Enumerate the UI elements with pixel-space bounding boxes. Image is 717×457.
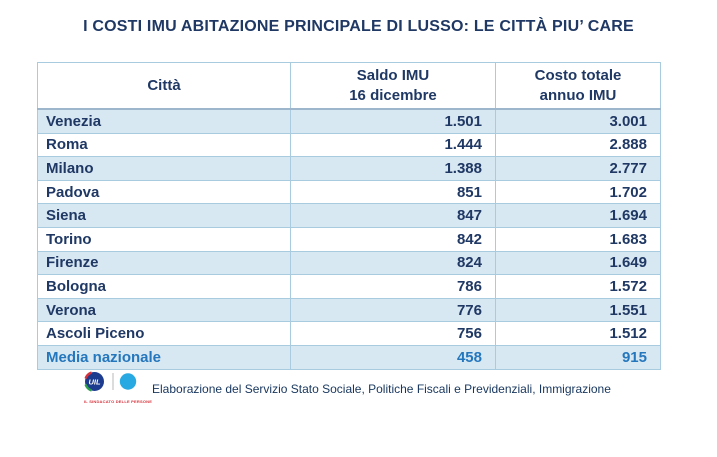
uil-green-swoosh (84, 383, 93, 392)
col-header-costo-line2: annuo IMU (539, 86, 617, 104)
saldo-cell: 458 (290, 344, 496, 370)
city-cell: Roma (37, 132, 291, 158)
saldo-cell: 756 (290, 321, 496, 346)
saldo-cell: 786 (290, 274, 496, 299)
saldo-cell: 1.501 (290, 108, 496, 134)
city-cell: Torino (37, 226, 291, 252)
col-header-saldo: Saldo IMU 16 dicembre (290, 62, 496, 110)
page-title: I COSTI IMU ABITAZIONE PRINCIPALE DI LUS… (83, 18, 634, 35)
city-cell: Milano (37, 156, 291, 181)
table-row: Torino 842 1.683 (37, 226, 661, 252)
city-cell: Firenze (37, 250, 291, 276)
totale-cell: 1.683 (495, 226, 661, 252)
saldo-cell: 824 (290, 250, 496, 276)
blue-dot-icon (119, 373, 137, 390)
totale-cell: 2.888 (495, 132, 661, 158)
table-row: Milano 1.388 2.777 (37, 156, 661, 181)
totale-cell: 1.694 (495, 203, 661, 228)
credit-text: Elaborazione del Servizio Stato Sociale,… (152, 382, 611, 396)
table-row: Ascoli Piceno 756 1.512 (37, 321, 661, 346)
uil-logo: UIL IL SINDACATO DELLE PERSONE (84, 371, 153, 404)
saldo-cell: 776 (290, 297, 496, 323)
table-row: Firenze 824 1.649 (37, 250, 661, 276)
footer: UIL IL SINDACATO DELLE PERSONE Elaborazi… (84, 371, 611, 404)
saldo-cell: 847 (290, 203, 496, 228)
imu-table: Città Saldo IMU 16 dicembre Costo totale… (37, 62, 661, 370)
uil-emblem-circle (85, 372, 104, 391)
city-cell: Verona (37, 297, 291, 323)
table-row: Verona 776 1.551 (37, 297, 661, 323)
saldo-cell: 1.444 (290, 132, 496, 158)
city-cell: Siena (37, 203, 291, 228)
uil-logo-graphic: UIL (84, 371, 137, 392)
totale-cell: 1.702 (495, 179, 661, 205)
uil-red-swoosh (84, 371, 93, 380)
table-row: Bologna 786 1.572 (37, 274, 661, 299)
totale-cell: 915 (495, 344, 661, 370)
city-cell: Ascoli Piceno (37, 321, 291, 346)
totale-cell: 1.572 (495, 274, 661, 299)
table-row: Siena 847 1.694 (37, 203, 661, 228)
saldo-cell: 1.388 (290, 156, 496, 181)
table-row: Padova 851 1.702 (37, 179, 661, 205)
col-header-saldo-line2: 16 dicembre (349, 86, 437, 104)
col-header-citta: Città (37, 62, 291, 110)
totale-cell: 1.551 (495, 297, 661, 323)
col-header-saldo-line1: Saldo IMU (356, 67, 430, 84)
totale-cell: 3.001 (495, 108, 661, 134)
uil-wordmark: UIL (88, 378, 101, 387)
header-row: Città Saldo IMU 16 dicembre Costo totale… (37, 62, 661, 110)
totale-cell: 1.512 (495, 321, 661, 346)
totale-cell: 2.777 (495, 156, 661, 181)
table-row: Media nazionale 458 915 (37, 344, 661, 370)
col-header-citta-line1: Città (147, 76, 181, 94)
saldo-cell: 851 (290, 179, 496, 205)
table-row: Venezia 1.501 3.001 (37, 108, 661, 134)
col-header-costo-line1: Costo totale (534, 67, 622, 84)
city-cell: Venezia (37, 108, 291, 134)
table-row: Roma 1.444 2.888 (37, 132, 661, 158)
totale-cell: 1.649 (495, 250, 661, 276)
city-cell: Padova (37, 179, 291, 205)
saldo-cell: 842 (290, 226, 496, 252)
city-cell: Bologna (37, 274, 291, 299)
col-header-costo: Costo totale annuo IMU (495, 62, 661, 110)
city-cell: Media nazionale (37, 344, 291, 370)
uil-tagline: IL SINDACATO DELLE PERSONE (84, 399, 153, 404)
